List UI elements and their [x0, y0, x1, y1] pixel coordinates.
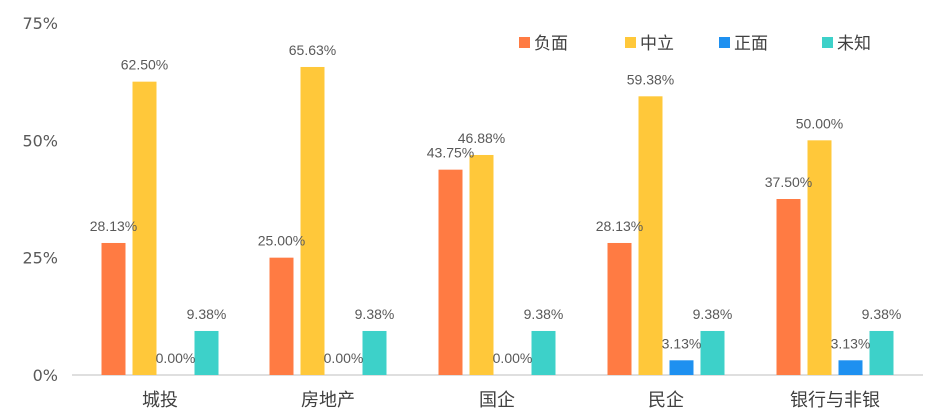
data-labels: 28.13% 62.50% 0.00% 9.38% 25.00% 65.63% 0.00% 9…	[90, 42, 902, 366]
bar-正面-民企	[669, 360, 694, 375]
y-tick-label: 0%	[33, 366, 58, 385]
data-label: 0.00%	[493, 350, 533, 366]
bar-未知-房地产	[362, 330, 387, 375]
bars	[101, 66, 894, 376]
data-label: 43.75%	[427, 145, 474, 161]
data-label: 65.63%	[289, 42, 336, 58]
data-label: 9.38%	[693, 306, 733, 322]
data-label: 3.13%	[662, 335, 702, 351]
data-label: 28.13%	[90, 218, 137, 234]
data-label: 9.38%	[524, 306, 564, 322]
data-label: 28.13%	[596, 218, 643, 234]
data-label: 62.50%	[121, 57, 168, 73]
bar-中立-银行与非银	[807, 140, 832, 375]
bar-负面-国企	[438, 169, 463, 375]
legend-label: 未知	[837, 34, 871, 54]
bar-中立-房地产	[300, 66, 325, 375]
y-tick-label: 75%	[22, 14, 58, 33]
bar-负面-城投	[101, 242, 126, 375]
category-label: 城投	[142, 390, 178, 411]
legend-swatch	[519, 37, 530, 48]
data-label: 9.38%	[187, 306, 227, 322]
y-tick-label: 50%	[22, 131, 58, 150]
bar-未知-民企	[700, 330, 725, 375]
data-label: 9.38%	[355, 306, 395, 322]
data-label: 0.00%	[324, 350, 364, 366]
data-label: 3.13%	[831, 335, 871, 351]
bar-未知-银行与非银	[869, 330, 894, 375]
bar-负面-民企	[607, 242, 632, 375]
category-label: 房地产	[301, 390, 355, 411]
category-labels: 城投 房地产 国企 民企 银行与非银	[142, 390, 880, 411]
bar-未知-国企	[531, 330, 556, 375]
data-label: 0.00%	[156, 350, 196, 366]
data-label: 25.00%	[258, 233, 305, 249]
data-label: 46.88%	[458, 130, 505, 146]
data-label: 59.38%	[627, 71, 674, 87]
legend-label: 正面	[734, 34, 768, 54]
legend-label: 中立	[640, 34, 674, 54]
legend-label: 负面	[534, 34, 568, 54]
bar-中立-城投	[132, 81, 157, 376]
bar-负面-房地产	[269, 257, 294, 375]
legend-swatch	[625, 37, 636, 48]
legend: 负面 中立 正面 未知	[519, 34, 871, 54]
bar-中立-民企	[638, 96, 663, 375]
bar-未知-城投	[194, 330, 219, 375]
bar-中立-国企	[469, 154, 494, 375]
category-label: 国企	[479, 390, 515, 411]
bar-正面-银行与非银	[838, 360, 863, 375]
bar-负面-银行与非银	[776, 199, 801, 375]
legend-swatch	[719, 37, 730, 48]
legend-swatch	[822, 37, 833, 48]
data-label: 37.50%	[765, 174, 812, 190]
category-label: 民企	[648, 390, 684, 411]
data-label: 50.00%	[796, 115, 843, 131]
y-tick-label: 25%	[22, 249, 58, 268]
data-label: 9.38%	[862, 306, 902, 322]
y-axis-ticks: 0% 25% 50% 75%	[22, 14, 58, 385]
category-label: 银行与非银	[790, 390, 880, 411]
